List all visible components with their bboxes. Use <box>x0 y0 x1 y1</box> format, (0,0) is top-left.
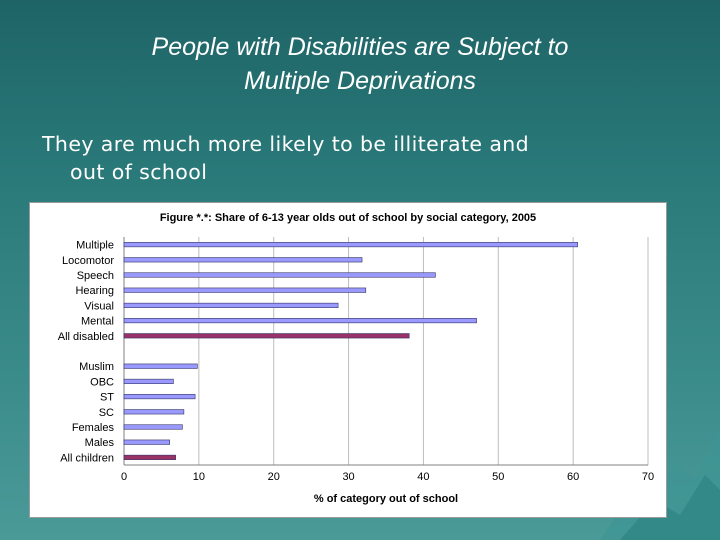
chart: Figure *.*: Share of 6-13 year olds out … <box>30 203 666 517</box>
bar <box>123 439 170 445</box>
category-label: ST <box>100 392 114 404</box>
category-label: Visual <box>84 300 114 312</box>
bullet-text: They are much more likely to be illitera… <box>42 130 682 186</box>
chart-title: Figure *.*: Share of 6-13 year olds out … <box>160 212 536 224</box>
category-label: Females <box>72 422 115 434</box>
bar <box>123 454 176 460</box>
category-label: All disabled <box>58 331 114 343</box>
bar <box>123 363 198 369</box>
bar <box>123 409 185 415</box>
slide-title-line-1: People with Disabilities are Subject to <box>151 33 569 61</box>
bar <box>123 242 578 248</box>
bar <box>123 424 183 430</box>
x-tick-label: 40 <box>417 471 429 483</box>
bullet-line-1: They are much more likely to be illitera… <box>42 132 530 156</box>
category-label: Males <box>85 437 115 449</box>
chart-container: Figure *.*: Share of 6-13 year olds out … <box>29 202 667 518</box>
bar <box>123 394 196 400</box>
x-axis-label: % of category out of school <box>314 493 458 505</box>
bar <box>123 333 410 339</box>
bar <box>123 257 363 263</box>
x-tick-label: 60 <box>567 471 579 483</box>
category-label: Muslim <box>79 361 114 373</box>
category-label: SC <box>99 407 114 419</box>
slide-title-line-2: Multiple Deprivations <box>243 67 477 95</box>
category-label: All children <box>60 452 114 464</box>
category-label: Mental <box>81 316 114 328</box>
slide-title: People with Disabilities are Subject to … <box>40 30 680 98</box>
x-tick-label: 70 <box>642 471 654 483</box>
category-label: Multiple <box>76 240 114 252</box>
bar <box>123 378 174 384</box>
bar <box>123 287 367 293</box>
category-label: Locomotor <box>62 255 114 267</box>
x-tick-label: 30 <box>342 471 354 483</box>
category-label: OBC <box>90 376 114 388</box>
x-tick-label: 0 <box>121 471 127 483</box>
chart-svg: Figure *.*: Share of 6-13 year olds out … <box>58 212 654 505</box>
bar <box>123 272 436 278</box>
bullet-line-2: out of school <box>70 160 208 184</box>
bar <box>123 318 477 324</box>
category-label: Hearing <box>75 285 114 297</box>
bar <box>123 302 339 308</box>
x-tick-label: 10 <box>193 471 205 483</box>
x-tick-label: 50 <box>492 471 504 483</box>
x-tick-label: 20 <box>268 471 280 483</box>
category-label: Speech <box>77 270 114 282</box>
